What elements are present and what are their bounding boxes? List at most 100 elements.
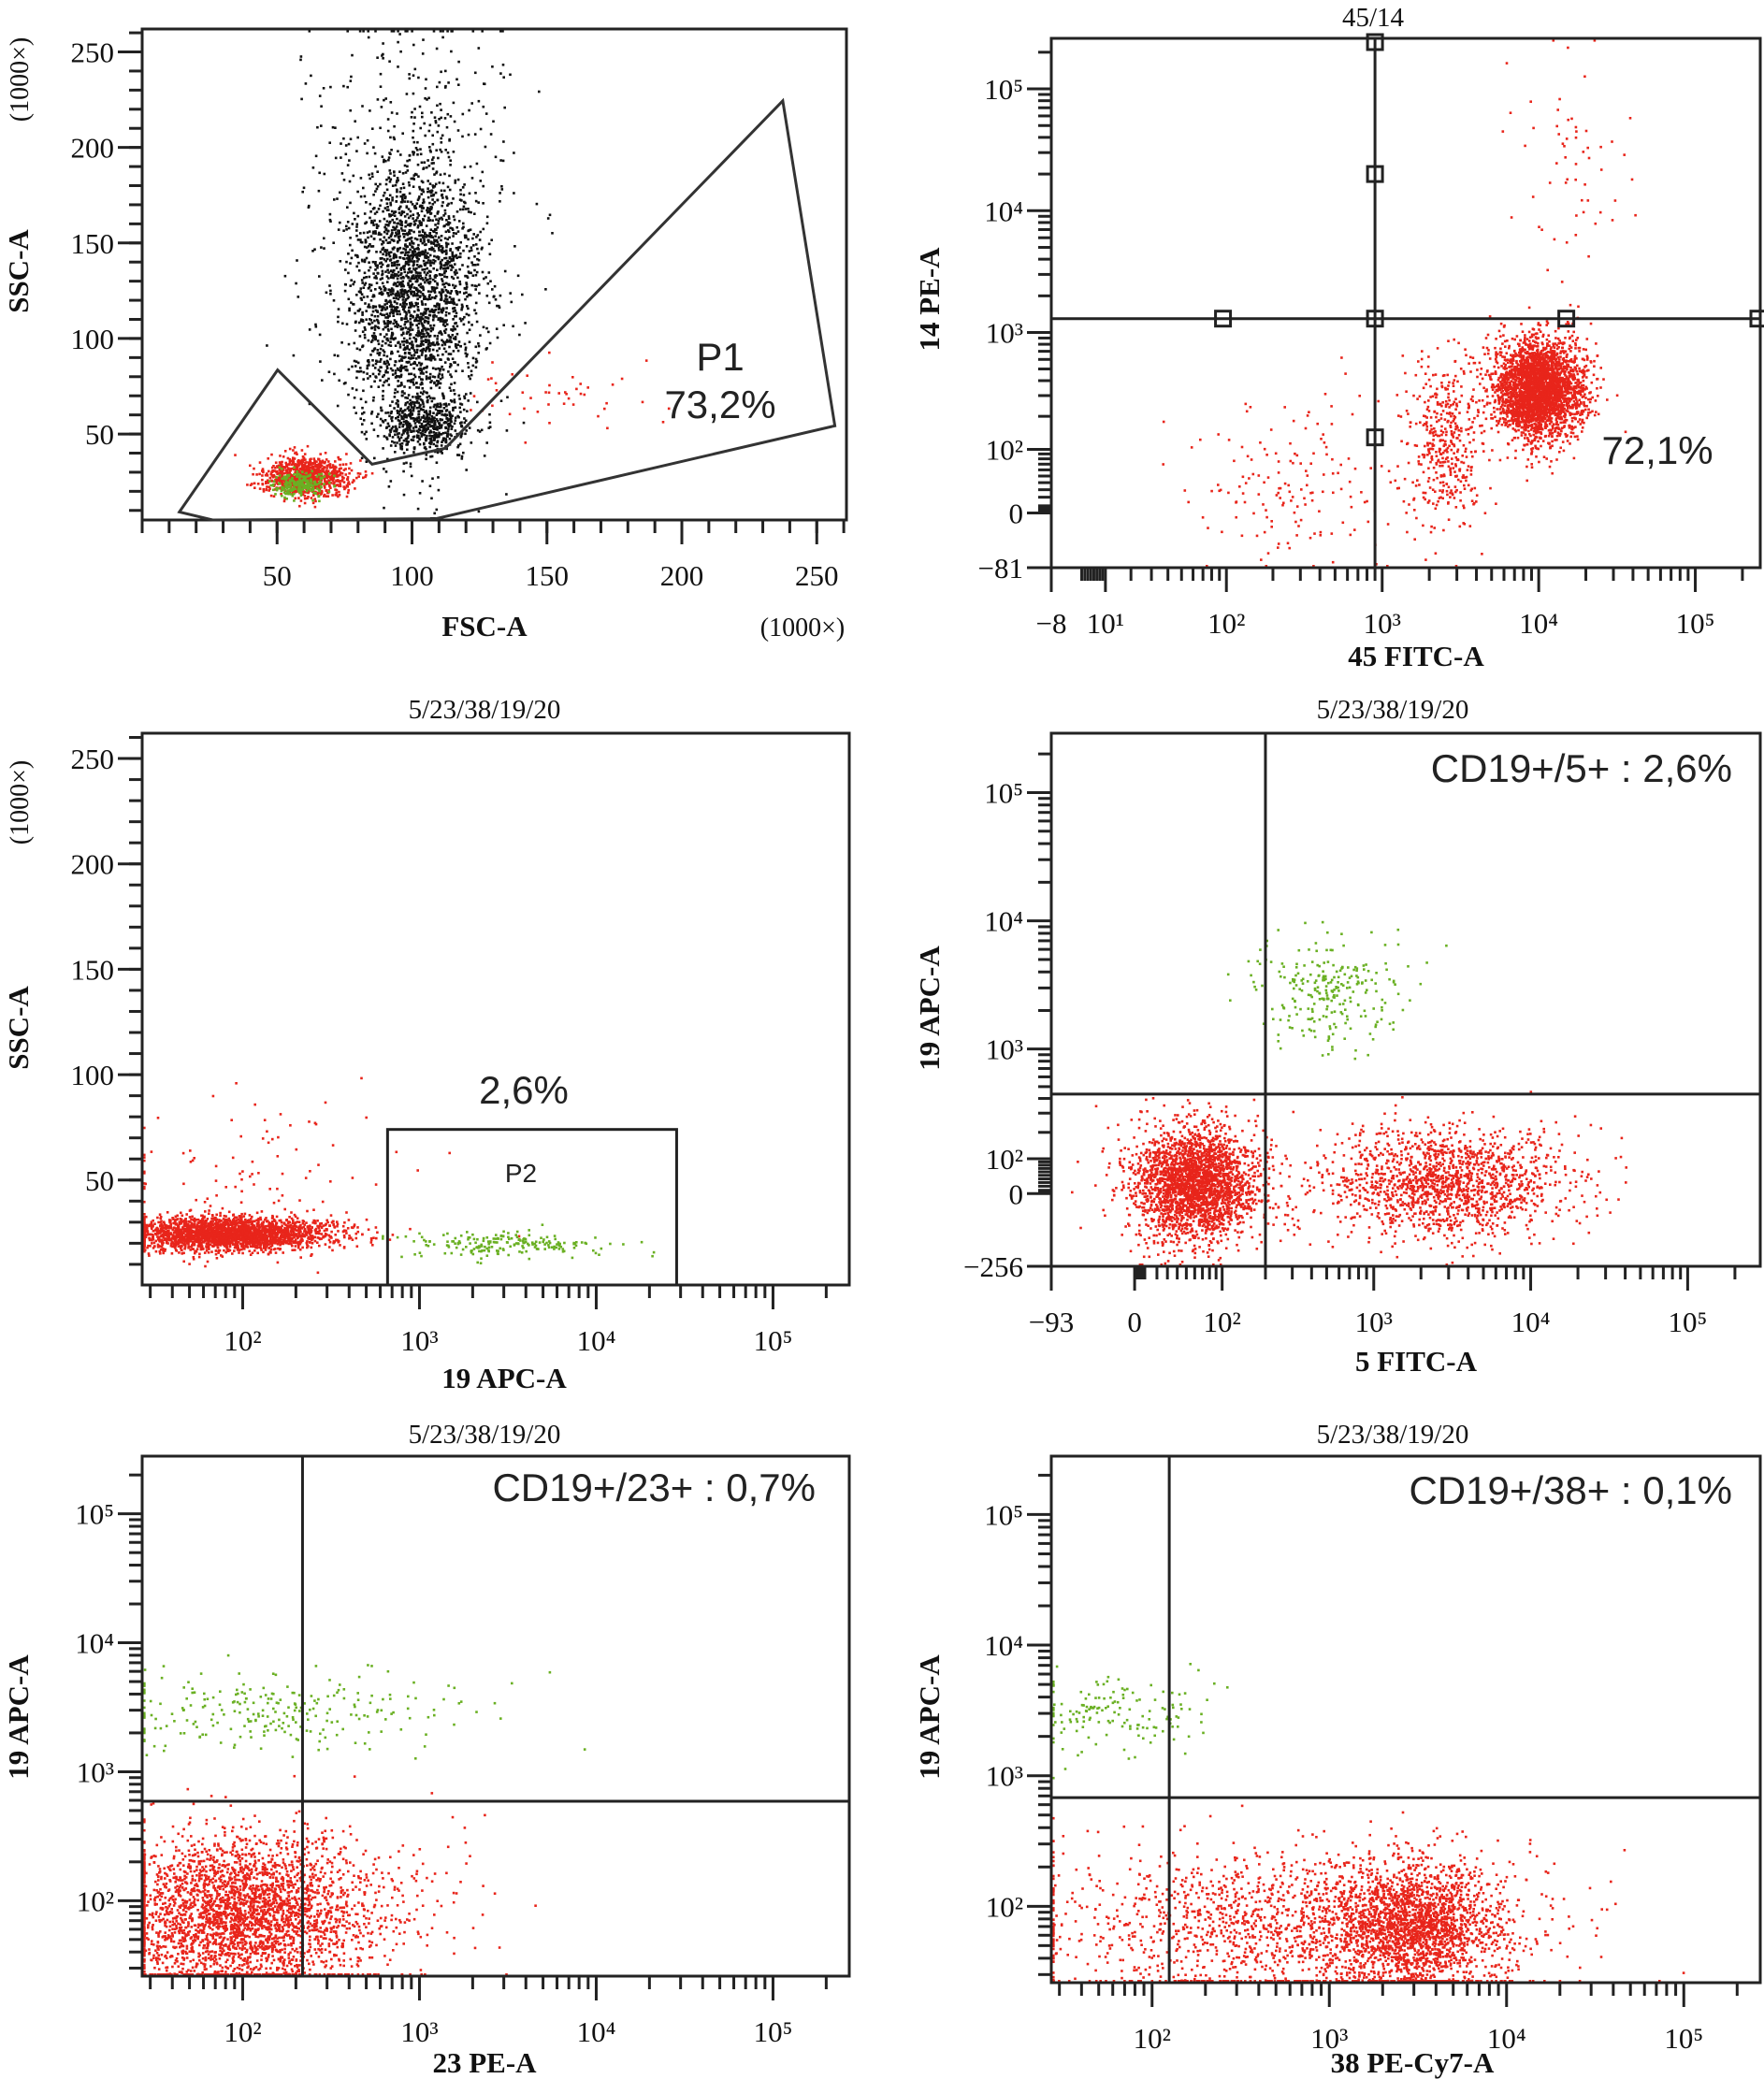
event-dot [398, 313, 401, 316]
event-dot [451, 242, 454, 245]
event-dot [395, 297, 398, 300]
event-dot [392, 184, 395, 187]
event-dot [405, 326, 408, 329]
event-dot [430, 236, 433, 238]
event-dot [457, 230, 460, 233]
event-dot [436, 268, 439, 271]
event-dot [431, 309, 434, 311]
event-dot [408, 251, 411, 253]
event-dot [402, 281, 405, 283]
event-dot [364, 261, 367, 264]
event-dot [444, 270, 447, 273]
event-dot [420, 350, 423, 353]
event-dot [399, 325, 402, 328]
event-dot [476, 258, 479, 261]
event-dot [500, 399, 503, 402]
event-dot [450, 268, 453, 271]
event-dot [398, 368, 400, 371]
event-dot [351, 257, 354, 260]
event-dot [415, 382, 418, 384]
event-dot [377, 349, 380, 352]
event-dot [403, 385, 406, 388]
event-dot [385, 179, 388, 181]
event-dot [378, 208, 381, 210]
event-dot [386, 206, 389, 209]
event-dot [443, 275, 446, 278]
event-dot [391, 305, 394, 308]
event-dot [367, 377, 369, 380]
event-dot [499, 159, 502, 162]
event-dot [359, 238, 362, 241]
event-dot [352, 387, 354, 390]
event-dot [412, 123, 415, 125]
event-dot [412, 383, 415, 386]
event-dot [406, 339, 409, 342]
event-dot [388, 156, 391, 159]
event-dot [370, 385, 373, 388]
event-dot [445, 231, 448, 234]
event-dot [372, 232, 375, 235]
event-dot [417, 386, 420, 389]
event-dot [397, 150, 399, 152]
event-dot [409, 229, 412, 232]
event-dot [458, 395, 461, 397]
event-dot [382, 398, 384, 401]
event-dot [471, 238, 474, 240]
event-dot [422, 253, 425, 256]
event-dot [434, 224, 437, 226]
event-dot [417, 247, 420, 250]
event-dot [380, 257, 383, 260]
event-dot [444, 238, 447, 240]
event-dot [432, 248, 435, 251]
event-dot [422, 286, 425, 289]
event-dot [464, 166, 467, 168]
event-dot [392, 274, 395, 277]
event-dot [470, 370, 473, 373]
event-dot [433, 250, 436, 253]
event-dot [426, 236, 428, 238]
event-dot [402, 172, 405, 175]
event-dot [408, 307, 411, 310]
event-dot [397, 278, 399, 281]
event-dot [401, 340, 404, 343]
event-dot [394, 434, 397, 437]
event-dot [396, 195, 398, 198]
event-dot [524, 322, 527, 325]
event-dot [448, 346, 451, 349]
event-dot [475, 200, 478, 203]
event-dot [411, 116, 413, 119]
event-dot [464, 397, 467, 400]
event-dot [455, 232, 457, 235]
event-dot [456, 364, 459, 367]
event-dot [458, 268, 461, 271]
event-dot [479, 238, 482, 241]
event-dot [474, 264, 477, 267]
event-dot [470, 392, 472, 395]
event-dot [382, 155, 384, 158]
event-dot [369, 276, 371, 279]
event-dot [425, 277, 427, 280]
event-dot [427, 253, 429, 255]
event-dot [435, 232, 438, 235]
event-dot [475, 236, 478, 238]
event-dot [416, 393, 419, 396]
event-dot [430, 206, 433, 209]
event-dot [461, 304, 464, 307]
event-dot [409, 267, 412, 270]
event-dot [429, 265, 432, 267]
event-dot [361, 431, 364, 434]
event-dot [434, 297, 437, 300]
event-dot [451, 258, 454, 261]
event-dot [454, 338, 456, 340]
event-dot [468, 294, 470, 296]
event-dot [446, 238, 449, 241]
event-dot [439, 358, 441, 361]
event-dot [455, 322, 457, 325]
event-dot [443, 348, 446, 351]
event-dot [377, 352, 380, 354]
event-dot [348, 368, 351, 371]
event-dot [358, 310, 361, 312]
event-dot [417, 395, 420, 397]
event-dot [443, 272, 446, 275]
event-dot [426, 378, 428, 381]
